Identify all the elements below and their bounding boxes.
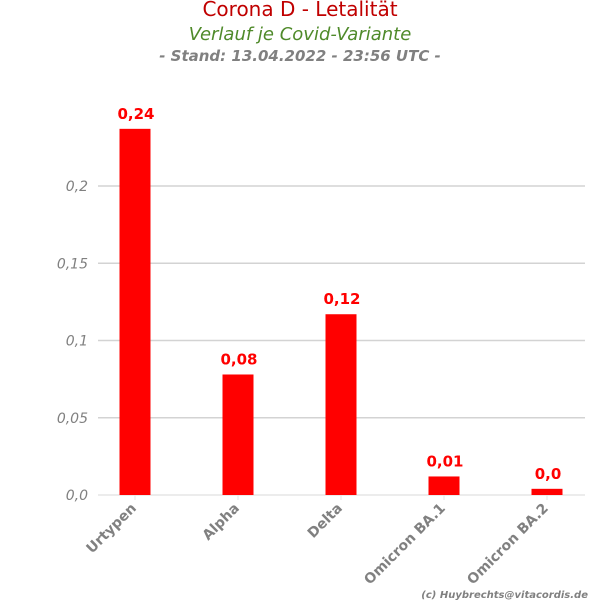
bar bbox=[531, 488, 563, 495]
x-tick-label: Alpha bbox=[200, 501, 243, 544]
data-label: 0,01 bbox=[426, 452, 463, 470]
x-tick-label: Omicron BA.2 bbox=[464, 501, 552, 589]
bar bbox=[325, 314, 357, 495]
chart-subtitle: Verlauf je Covid-Variante bbox=[189, 24, 412, 45]
x-tick-label: Omicron BA.1 bbox=[361, 501, 449, 589]
data-label: 0,08 bbox=[220, 350, 257, 368]
data-label: 0,24 bbox=[117, 105, 154, 123]
credit-text: (c) Huybrechts@vitacordis.de bbox=[421, 590, 588, 600]
y-tick-label: 0,1 bbox=[66, 334, 88, 350]
bar bbox=[222, 374, 254, 495]
bar bbox=[119, 128, 151, 495]
y-tick-label: 0,15 bbox=[57, 256, 88, 272]
y-tick-label: 0,2 bbox=[66, 179, 88, 195]
chart-title: Corona D - Letalität bbox=[202, 0, 397, 21]
y-tick-label: 0,0 bbox=[66, 488, 88, 504]
x-tick-label: Delta bbox=[305, 501, 346, 542]
y-tick-label: 0,05 bbox=[57, 411, 88, 427]
chart-timestamp: - Stand: 13.04.2022 - 23:56 UTC - bbox=[159, 47, 441, 65]
bar bbox=[428, 476, 460, 495]
data-label: 0,12 bbox=[323, 290, 360, 308]
x-tick-label: Urtypen bbox=[84, 501, 140, 557]
data-label: 0,0 bbox=[535, 465, 562, 483]
